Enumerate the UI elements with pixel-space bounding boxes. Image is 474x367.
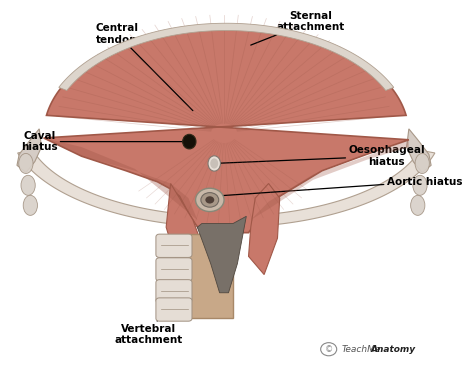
Text: Central
tendon: Central tendon <box>96 23 193 111</box>
Polygon shape <box>248 184 280 275</box>
Text: Vertebral
attachment: Vertebral attachment <box>114 276 186 345</box>
Polygon shape <box>166 184 200 286</box>
Ellipse shape <box>21 175 35 195</box>
Ellipse shape <box>410 195 425 215</box>
Circle shape <box>201 193 219 207</box>
Polygon shape <box>44 138 197 220</box>
Ellipse shape <box>415 153 429 174</box>
Text: Oesophageal
hiatus: Oesophageal hiatus <box>213 145 425 167</box>
Polygon shape <box>18 150 435 227</box>
FancyBboxPatch shape <box>156 258 192 281</box>
Circle shape <box>205 196 214 204</box>
Text: Caval
hiatus: Caval hiatus <box>21 131 186 152</box>
Polygon shape <box>407 129 431 172</box>
Polygon shape <box>17 129 41 172</box>
Text: TeachMe: TeachMe <box>342 345 382 354</box>
FancyBboxPatch shape <box>156 298 192 321</box>
Text: Anatomy: Anatomy <box>370 345 415 354</box>
FancyBboxPatch shape <box>156 280 192 303</box>
Polygon shape <box>44 25 409 233</box>
Polygon shape <box>59 23 394 90</box>
Ellipse shape <box>19 153 33 174</box>
Ellipse shape <box>210 159 218 168</box>
Circle shape <box>196 188 224 211</box>
Polygon shape <box>197 216 246 293</box>
Polygon shape <box>186 235 233 318</box>
Ellipse shape <box>208 156 220 171</box>
Polygon shape <box>251 140 409 220</box>
FancyBboxPatch shape <box>156 234 192 257</box>
Ellipse shape <box>413 175 427 195</box>
Text: ©: © <box>325 345 333 354</box>
Text: Sternal
attachment: Sternal attachment <box>251 11 345 45</box>
Ellipse shape <box>182 134 196 149</box>
Text: Aortic hiatus: Aortic hiatus <box>213 177 462 196</box>
Ellipse shape <box>23 195 37 215</box>
